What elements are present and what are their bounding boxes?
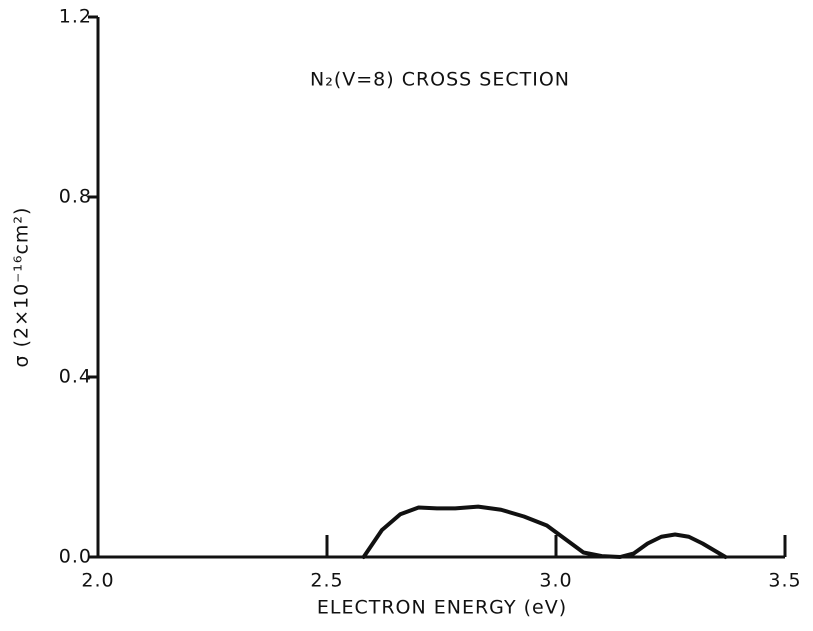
data-line (361, 504, 728, 559)
y-tick-label: 1.2 (59, 6, 92, 28)
x-tick-label: 2.5 (310, 570, 343, 592)
y-tick-label: 0.0 (59, 546, 92, 568)
x-tick-label: 3.0 (539, 570, 572, 592)
x-tick-label: 2.0 (81, 570, 114, 592)
y-axis-label: σ (2×10⁻¹⁶cm²) (11, 207, 33, 368)
axes (96, 17, 785, 559)
x-axis-label: ELECTRON ENERGY (eV) (317, 597, 567, 619)
y-tick-label: 0.4 (59, 366, 92, 388)
x-tick-label: 3.5 (768, 570, 801, 592)
chart-title: N₂(V=8) CROSS SECTION (310, 69, 570, 91)
y-tick-label: 0.8 (59, 186, 92, 208)
